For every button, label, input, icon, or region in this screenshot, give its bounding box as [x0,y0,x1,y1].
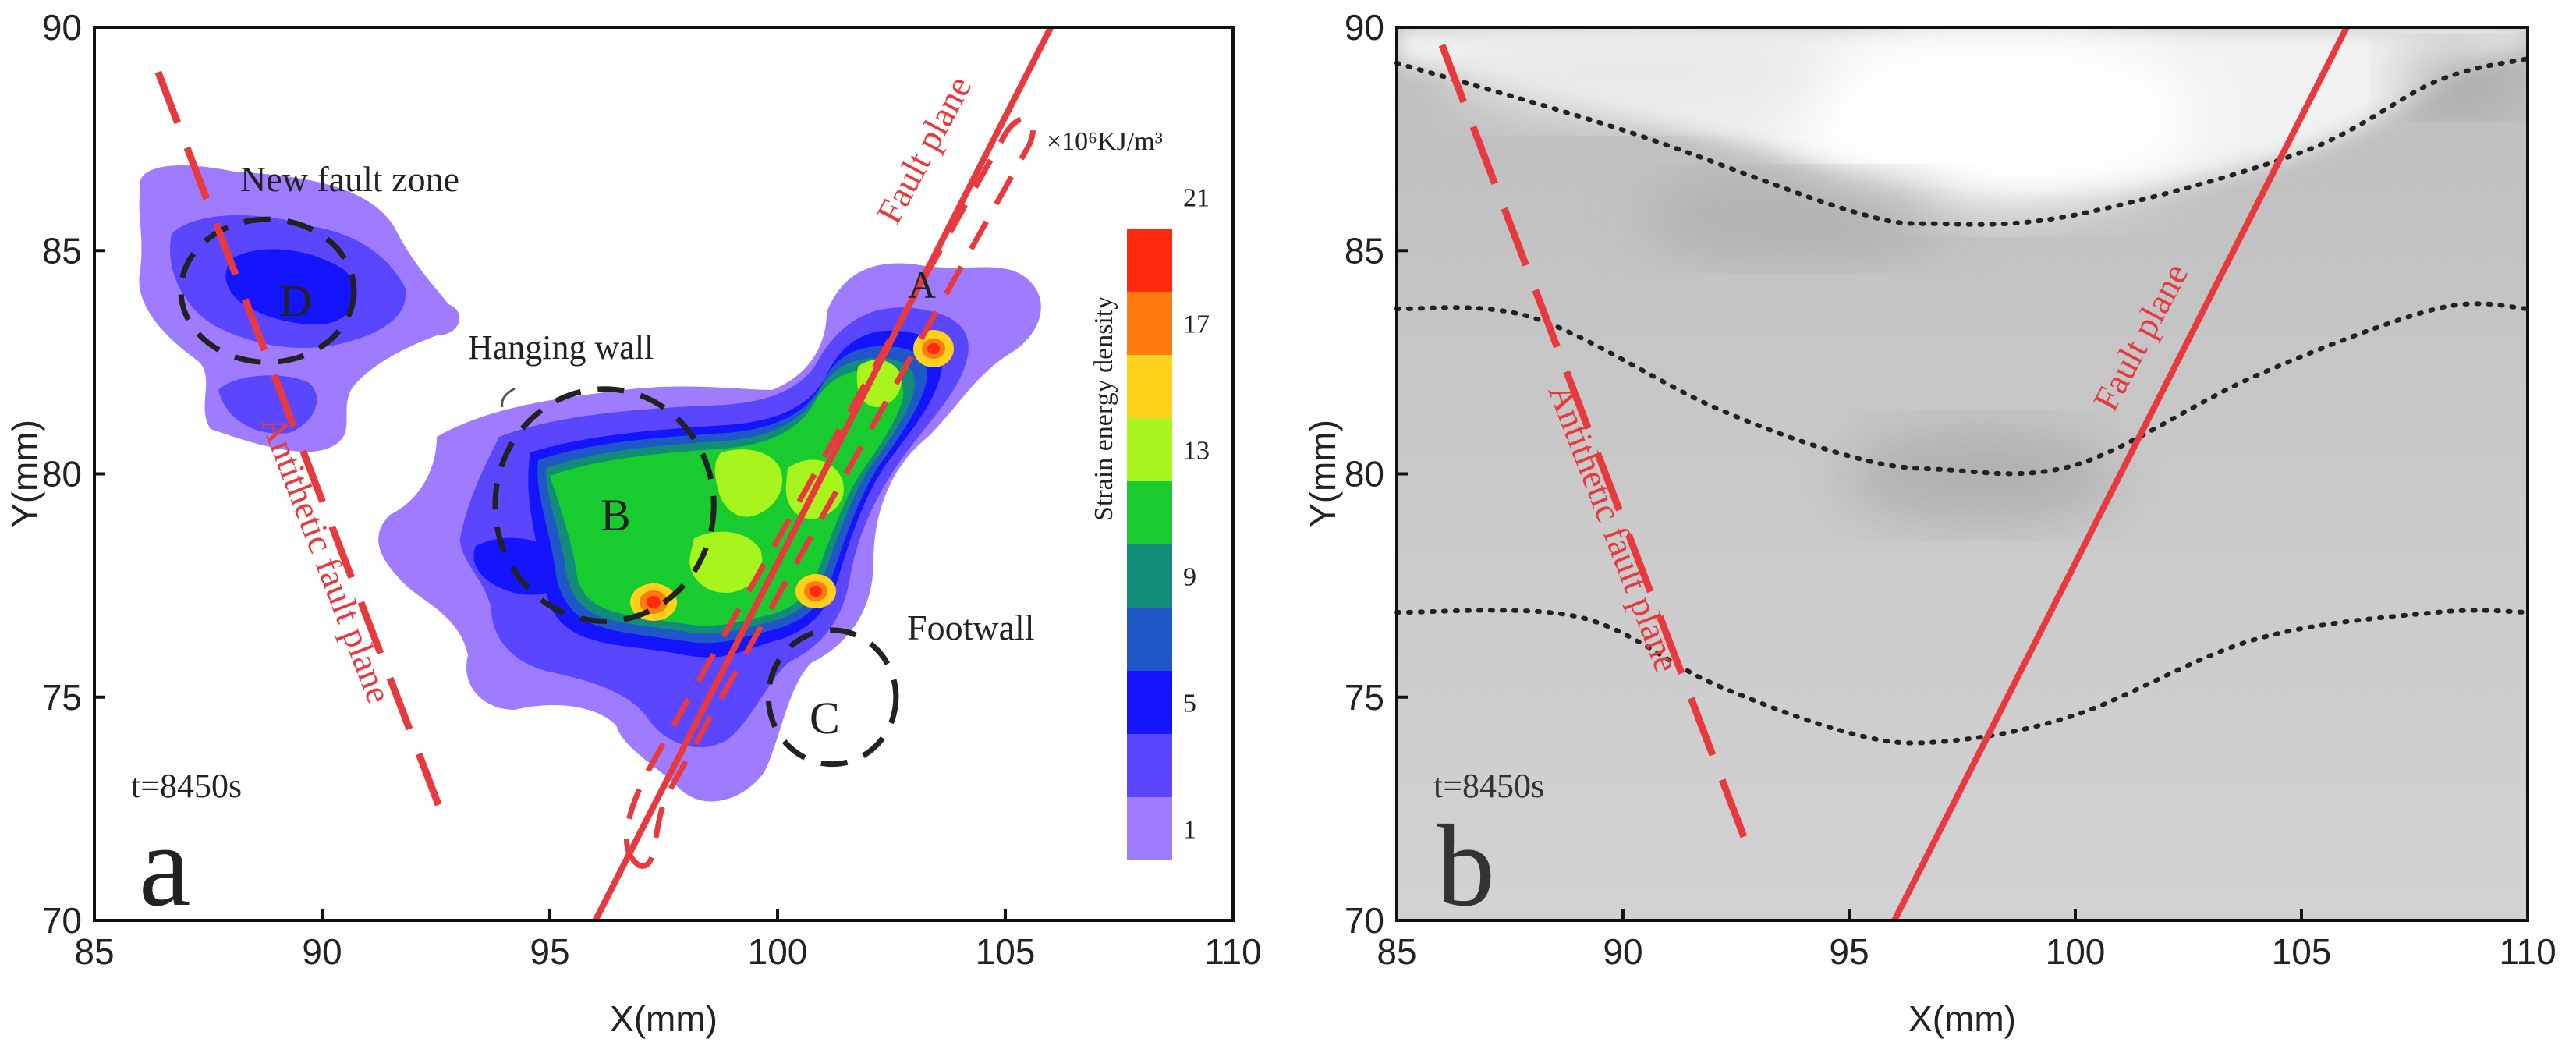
y-tick-label: 70 [42,900,82,941]
panel-b: Fault plane Antithetic fault plane t=845… [1302,7,2557,1039]
colorbar-tick-label: 13 [1183,437,1210,466]
zone-circle-d [178,216,357,365]
panel-a-ylabel: Y(mm) [5,420,45,527]
panel-a-label: a [139,801,191,931]
colorbar-segment [1127,671,1172,734]
hanging-wall-label: Hanging wall [468,328,654,367]
footwall-label: Footwall [907,608,1035,647]
zone-a-label: A [908,263,936,307]
strain-energy-contours [139,165,1041,802]
time-label-b: t=8450s [1433,767,1544,805]
y-tick-label: 70 [1345,900,1384,941]
antithetic-fault-line-a [154,70,448,824]
y-tick-label: 90 [42,7,82,48]
colorbar-tick-label: 17 [1183,310,1210,339]
y-tick-label: 85 [42,230,82,271]
colorbar-tick-label: 1 [1183,816,1196,845]
colorbar-tick-label: 9 [1183,563,1196,592]
colorbar: 1 5 9 13 17 21 [1127,184,1210,860]
x-tick-label: 95 [530,931,569,972]
colorbar-title: Strain energy density [1090,296,1118,521]
fault-plane-line-b [1891,26,2350,922]
y-tick-label: 90 [1345,7,1384,48]
colorbar-segment [1127,229,1172,292]
zone-d-label: D [279,275,312,326]
layer-line-lower [1394,608,2530,746]
colorbar-segment [1127,292,1172,355]
colorbar-segment [1127,797,1172,860]
layer-line-upper [1394,56,2530,227]
new-fault-zone-label: New fault zone [240,159,459,199]
y-tick-label: 80 [42,454,82,495]
x-tick-label: 110 [2499,931,2556,972]
y-tick-label: 85 [1345,230,1384,271]
antithetic-fault-line-b [1438,44,1749,842]
colorbar-tick-label: 21 [1183,184,1210,213]
zone-circle-c [765,627,899,768]
x-tick-label: 110 [1204,931,1261,972]
colorbar-unit: ×10⁶KJ/m³ [1047,127,1163,156]
fault-plane-line-a [592,26,1054,922]
x-tick-label: 105 [976,931,1036,972]
zone-c-label: C [810,693,840,743]
y-tick-label: 75 [1345,677,1384,718]
colorbar-segment [1127,355,1172,418]
x-tick-label: 105 [2272,931,2332,972]
y-tick-label: 80 [1345,454,1384,495]
zone-circles-a [178,216,899,768]
panel-a: New fault zone Hanging wall Footwall D B… [5,7,1262,1039]
panel-b-ticks: 85 90 95 100 105 110 70 75 80 85 90 [1345,7,2557,972]
zone-b-label: B [601,490,631,541]
panel-b-label: b [1437,801,1495,931]
x-tick-label: 95 [1829,931,1869,972]
x-tick-label: 85 [74,931,114,972]
x-tick-label: 90 [1603,931,1642,972]
sandbox-photo [1397,27,2528,920]
y-tick-label: 75 [42,677,82,718]
layer-lines [1394,56,2530,746]
x-tick-label: 85 [1377,931,1416,972]
layer-line-middle [1394,301,2530,477]
x-tick-label: 100 [748,931,808,972]
colorbar-segment [1127,481,1172,544]
x-tick-label: 90 [302,931,342,972]
panel-a-xlabel: X(mm) [610,998,718,1039]
colorbar-segment [1127,734,1172,797]
colorbar-segment [1127,608,1172,671]
time-label-a: t=8450s [131,767,242,805]
zone-circle-b [492,386,717,624]
colorbar-segment [1127,544,1172,608]
panel-b-ylabel: Y(mm) [1302,420,1343,527]
colorbar-segment [1127,418,1172,481]
panel-b-xlabel: X(mm) [1908,998,2016,1039]
hanging-wall-arrow [501,387,516,408]
colorbar-tick-label: 5 [1183,690,1196,718]
x-tick-label: 100 [2046,931,2106,972]
